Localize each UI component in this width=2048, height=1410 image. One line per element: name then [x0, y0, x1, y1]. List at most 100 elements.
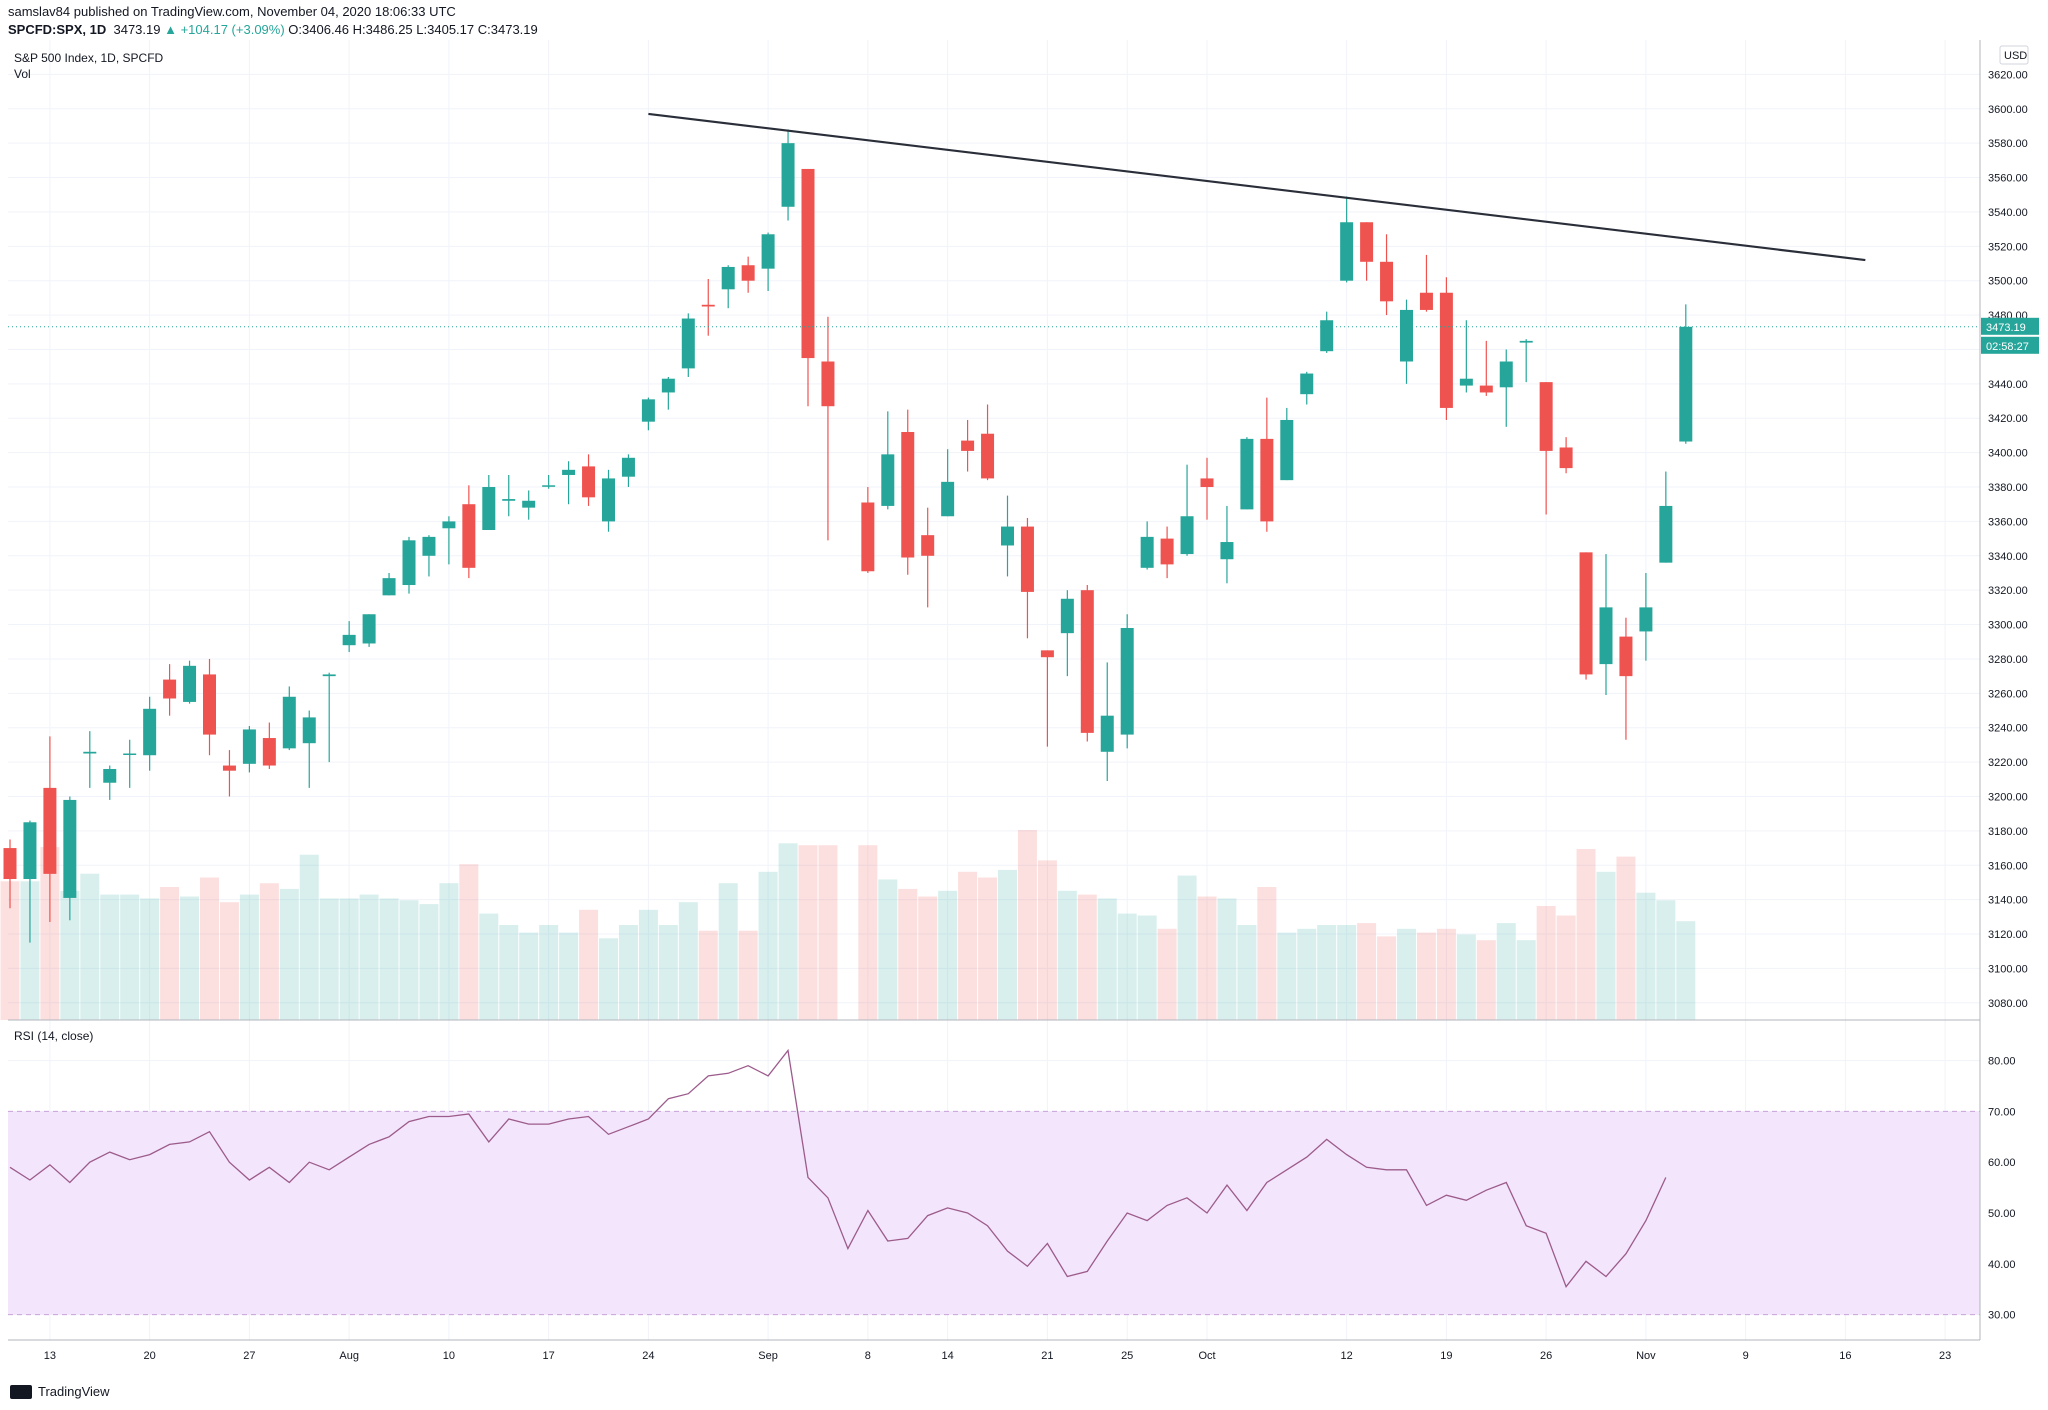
candle-body[interactable]: [3, 848, 17, 880]
candle-body[interactable]: [322, 674, 336, 677]
candle-body[interactable]: [961, 440, 975, 451]
volume-bar: [918, 896, 938, 1020]
currency-button[interactable]: [1999, 45, 2029, 65]
candle-body[interactable]: [1499, 361, 1513, 388]
candle-body[interactable]: [1639, 607, 1653, 632]
candle-body[interactable]: [761, 234, 775, 269]
candle-body[interactable]: [1160, 538, 1174, 565]
candle-body[interactable]: [1679, 326, 1693, 442]
candle-body[interactable]: [83, 751, 97, 754]
volume-bar: [319, 898, 339, 1020]
candle-body[interactable]: [103, 768, 117, 783]
candle-body[interactable]: [1539, 382, 1553, 451]
price-tick-label: 3380.00: [1988, 482, 2028, 494]
candle-body[interactable]: [1400, 309, 1413, 362]
candle-body[interactable]: [602, 478, 615, 522]
price-tick-label: 3280.00: [1988, 654, 2028, 666]
candle-body[interactable]: [1300, 373, 1314, 395]
volume-bar: [299, 854, 319, 1020]
candle-body[interactable]: [302, 717, 316, 744]
candle-body[interactable]: [1619, 636, 1633, 677]
candle-body[interactable]: [462, 504, 476, 568]
candle-body[interactable]: [861, 502, 875, 572]
candle-body[interactable]: [63, 799, 77, 898]
candle-body[interactable]: [701, 304, 715, 307]
candle-body[interactable]: [1020, 526, 1034, 592]
candle-body[interactable]: [741, 265, 755, 281]
candle-body[interactable]: [1100, 715, 1114, 752]
candle-body[interactable]: [1439, 292, 1453, 408]
candle-body[interactable]: [981, 433, 995, 479]
candle-body[interactable]: [901, 432, 915, 558]
candle-body[interactable]: [482, 487, 496, 530]
candle-body[interactable]: [801, 168, 815, 359]
candle-body[interactable]: [1120, 628, 1134, 735]
candle-body[interactable]: [123, 753, 137, 756]
candle-body[interactable]: [621, 457, 635, 477]
candle-body[interactable]: [163, 679, 177, 699]
candle-body[interactable]: [402, 540, 416, 586]
candle-body[interactable]: [781, 143, 795, 207]
candle-body[interactable]: [1080, 590, 1094, 733]
candle-body[interactable]: [1419, 292, 1433, 310]
candle-body[interactable]: [1060, 598, 1074, 634]
candle-body[interactable]: [203, 674, 216, 735]
candle-body[interactable]: [941, 481, 955, 517]
candle-body[interactable]: [1180, 516, 1194, 555]
candle-body[interactable]: [143, 708, 157, 756]
candle-body[interactable]: [183, 665, 197, 702]
candle-body[interactable]: [582, 466, 596, 498]
rsi-pane-title: RSI (14, close): [14, 1029, 93, 1043]
candle-body[interactable]: [43, 787, 57, 874]
candle-body[interactable]: [681, 318, 695, 369]
resistance-trendline[interactable]: [648, 112, 1866, 262]
candle-body[interactable]: [562, 469, 576, 475]
candle-body[interactable]: [382, 578, 396, 596]
candle-body[interactable]: [661, 378, 675, 393]
candle-body[interactable]: [1459, 378, 1473, 386]
candle-body[interactable]: [542, 485, 556, 487]
candle-body[interactable]: [342, 634, 356, 646]
candle-body[interactable]: [362, 614, 376, 644]
candle-body[interactable]: [1599, 607, 1613, 665]
candle-body[interactable]: [1140, 536, 1154, 568]
price-tick-label: 3560.00: [1988, 173, 2028, 185]
volume-bar: [0, 881, 20, 1020]
volume-bar: [1616, 856, 1636, 1020]
candle-body[interactable]: [222, 765, 236, 771]
candle-body[interactable]: [442, 521, 456, 529]
candle-body[interactable]: [1340, 222, 1354, 281]
candle-body[interactable]: [522, 500, 536, 508]
candle-body[interactable]: [242, 729, 256, 764]
candle-body[interactable]: [1280, 419, 1294, 481]
candle-body[interactable]: [262, 738, 276, 766]
candle-body[interactable]: [1360, 222, 1374, 262]
candle-body[interactable]: [881, 454, 895, 506]
candle-body[interactable]: [1380, 261, 1394, 302]
candle-body[interactable]: [1659, 505, 1673, 563]
candle-body[interactable]: [1040, 650, 1054, 658]
candle-body[interactable]: [821, 361, 835, 407]
candle-body[interactable]: [1479, 385, 1493, 393]
candle-body[interactable]: [1220, 542, 1234, 560]
time-tick-label: 26: [1540, 1350, 1552, 1362]
candle-body[interactable]: [23, 822, 37, 880]
candle-body[interactable]: [921, 535, 935, 556]
candle-body[interactable]: [1001, 526, 1014, 546]
candle-body[interactable]: [422, 536, 436, 556]
candle-body[interactable]: [1519, 340, 1533, 343]
candle-body[interactable]: [1559, 447, 1573, 469]
candle-body[interactable]: [282, 696, 296, 749]
price-tick-label: 3320.00: [1988, 585, 2028, 597]
candle-body[interactable]: [502, 499, 516, 501]
currency-button-label: USD: [2004, 50, 2027, 62]
candle-body[interactable]: [1200, 478, 1214, 488]
candle-body[interactable]: [721, 266, 735, 290]
candle-body[interactable]: [1579, 552, 1593, 675]
tradingview-logo[interactable]: TradingView: [10, 1384, 110, 1399]
candle-body[interactable]: [1260, 438, 1274, 522]
candle-body[interactable]: [1320, 320, 1334, 352]
candle-body[interactable]: [1240, 438, 1254, 510]
candle-body[interactable]: [641, 399, 655, 422]
